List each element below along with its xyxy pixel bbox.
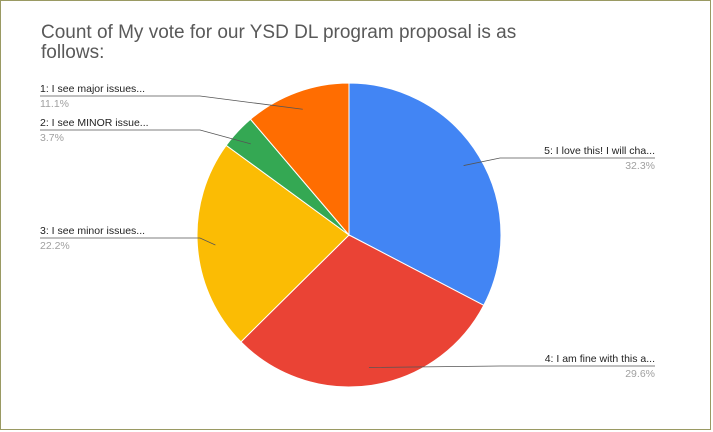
slice-label-1: 5: I love this! I will cha...: [544, 145, 655, 157]
pie-slice-5: [249, 82, 350, 237]
slice-value-label-1: 32.3%: [625, 160, 655, 172]
leader-line-5: [40, 95, 303, 110]
pie-slices: [196, 82, 502, 388]
pie-slice-1: [348, 82, 502, 307]
leader-line-4: [40, 129, 251, 145]
pie-slice-2: [240, 234, 485, 388]
leader-line-1: [463, 157, 655, 166]
slice-labels: 5: I love this! I will cha... 32.3% 4: I a…: [40, 83, 655, 380]
leader-line-2: [368, 365, 655, 368]
slice-label-2: 4: I am fine with this a...: [545, 353, 655, 365]
chart-title: Count of My vote for our YSD DL program …: [41, 22, 517, 63]
leader-lines: [40, 95, 655, 368]
pie-slice-3: [196, 144, 350, 343]
slice-label-5: 1: I see major issues...: [40, 83, 145, 95]
slice-value-label-3: 22.2%: [40, 240, 70, 252]
slice-value-label-4: 3.7%: [40, 132, 64, 144]
slice-label-4: 2: I see MINOR issue...: [40, 117, 149, 129]
slice-label-3: 3: I see minor issues...: [40, 225, 145, 237]
slice-value-label-2: 29.6%: [625, 368, 655, 380]
slice-value-label-5: 11.1%: [40, 98, 69, 110]
leader-line-3: [40, 237, 216, 246]
